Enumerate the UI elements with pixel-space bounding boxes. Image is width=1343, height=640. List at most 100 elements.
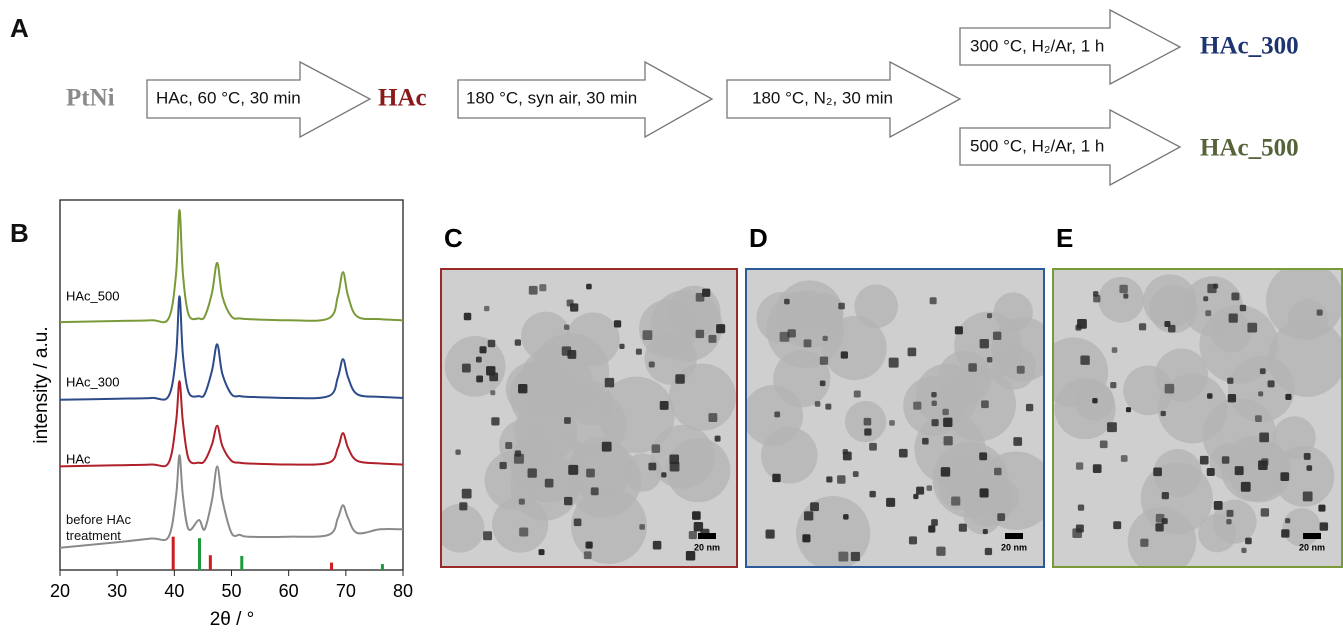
nanoparticle bbox=[979, 488, 989, 498]
carbon-support bbox=[937, 350, 992, 405]
nanoparticle bbox=[926, 485, 933, 491]
nanoparticle bbox=[499, 461, 507, 470]
nanoparticle bbox=[459, 502, 468, 511]
nanoparticle bbox=[564, 417, 571, 424]
nanoparticle bbox=[864, 428, 872, 436]
nanoparticle bbox=[1228, 313, 1238, 323]
nanoparticle bbox=[982, 529, 988, 535]
tem-images: C 20 nm D 20 nm E 20 nm bbox=[440, 223, 1343, 568]
nanoparticle bbox=[586, 283, 592, 290]
nanoparticle bbox=[1306, 465, 1313, 471]
nanoparticle bbox=[837, 475, 846, 484]
carbon-support bbox=[1282, 508, 1321, 547]
nanoparticle bbox=[490, 390, 496, 396]
nanoparticle bbox=[916, 486, 925, 495]
nanoparticle bbox=[1240, 481, 1251, 492]
nanoparticle bbox=[483, 531, 493, 541]
nanoparticle bbox=[1125, 407, 1132, 413]
nanoparticle bbox=[619, 343, 625, 349]
nanoparticle bbox=[774, 411, 781, 418]
nanoparticle bbox=[968, 363, 977, 372]
nanoparticle bbox=[931, 391, 937, 398]
nanoparticle bbox=[954, 326, 963, 335]
carbon-support bbox=[1272, 416, 1316, 460]
scale-bar-label: 20 nm bbox=[694, 542, 720, 552]
nanoparticle bbox=[907, 347, 917, 357]
xrd-curve bbox=[59, 295, 404, 401]
panel-border bbox=[1052, 268, 1343, 568]
nanoparticle bbox=[803, 511, 814, 521]
carbon-support bbox=[962, 476, 1013, 527]
carbon-support bbox=[1153, 448, 1202, 498]
nanoparticle bbox=[1138, 323, 1147, 331]
nanoparticle bbox=[693, 522, 704, 532]
nanoparticle bbox=[604, 377, 615, 388]
nanoparticle bbox=[1161, 518, 1168, 525]
nanoparticle bbox=[852, 471, 859, 477]
series-label: before HAc treatment bbox=[66, 512, 132, 543]
nanoparticle bbox=[463, 312, 472, 321]
nanoparticle bbox=[685, 551, 696, 561]
nanoparticle bbox=[1205, 310, 1212, 317]
carbon-support bbox=[773, 350, 831, 408]
nanoparticle bbox=[518, 383, 528, 394]
arrow bbox=[959, 108, 1182, 187]
nanoparticle bbox=[931, 400, 937, 406]
nanoparticle bbox=[898, 448, 908, 458]
nanoparticle bbox=[1318, 504, 1326, 512]
nanoparticle bbox=[888, 357, 899, 368]
step-label: 180 °C, N₂, 30 min bbox=[752, 88, 893, 107]
nanoparticle bbox=[1110, 381, 1117, 389]
nanoparticle bbox=[810, 502, 819, 512]
carbon-support bbox=[991, 317, 1045, 382]
arrow bbox=[457, 60, 714, 139]
carbon-support bbox=[1287, 299, 1329, 340]
step-label: HAc, 60 °C, 30 min bbox=[156, 88, 301, 107]
nanoparticle bbox=[1203, 296, 1209, 302]
nanoparticle bbox=[708, 413, 718, 423]
x-tick-label: 30 bbox=[107, 581, 127, 601]
arrow bbox=[726, 60, 962, 139]
scale-bar bbox=[698, 533, 716, 539]
x-tick-label: 70 bbox=[336, 581, 356, 601]
scale-bar-label: 20 nm bbox=[1001, 542, 1027, 552]
nanoparticle bbox=[822, 335, 828, 342]
nanoparticle bbox=[784, 298, 790, 305]
nanoparticle bbox=[479, 346, 487, 354]
nanoparticle bbox=[825, 403, 832, 410]
scale-bar bbox=[1005, 533, 1023, 539]
carbon-support bbox=[440, 503, 485, 553]
nanoparticle bbox=[943, 417, 953, 427]
nanoparticle bbox=[514, 450, 522, 457]
nanoparticle bbox=[695, 292, 705, 302]
nanoparticle bbox=[475, 356, 482, 363]
nanoparticle bbox=[1111, 347, 1118, 353]
nanoparticle bbox=[613, 320, 622, 328]
nanoparticle bbox=[889, 420, 895, 426]
y-axis-label: intensity / a.u. bbox=[31, 326, 52, 443]
nanoparticle bbox=[1213, 283, 1219, 289]
nanoparticle bbox=[583, 551, 592, 560]
nanoparticle bbox=[979, 452, 988, 461]
nanoparticle bbox=[992, 331, 1002, 341]
nanoparticle bbox=[564, 324, 570, 330]
nanoparticle bbox=[986, 357, 993, 363]
nanoparticle bbox=[461, 488, 472, 499]
carbon-support bbox=[509, 360, 581, 432]
nanoparticle bbox=[913, 401, 922, 410]
nanoparticle bbox=[675, 374, 685, 384]
nanoparticle bbox=[1120, 455, 1128, 462]
nanoparticle bbox=[1075, 524, 1084, 533]
panel-label: A bbox=[10, 13, 29, 43]
carbon-support bbox=[1149, 285, 1198, 334]
nanoparticle bbox=[931, 419, 939, 427]
nanoparticle bbox=[838, 302, 845, 310]
nanoparticle bbox=[908, 536, 918, 545]
xrd-curve bbox=[59, 208, 404, 324]
nanoparticle bbox=[538, 549, 545, 556]
nanoparticle bbox=[1080, 355, 1090, 365]
nanoparticle bbox=[1013, 437, 1023, 446]
series-label: HAc_300 bbox=[66, 374, 119, 389]
nanoparticle bbox=[840, 351, 848, 359]
nanoparticle bbox=[931, 519, 938, 526]
